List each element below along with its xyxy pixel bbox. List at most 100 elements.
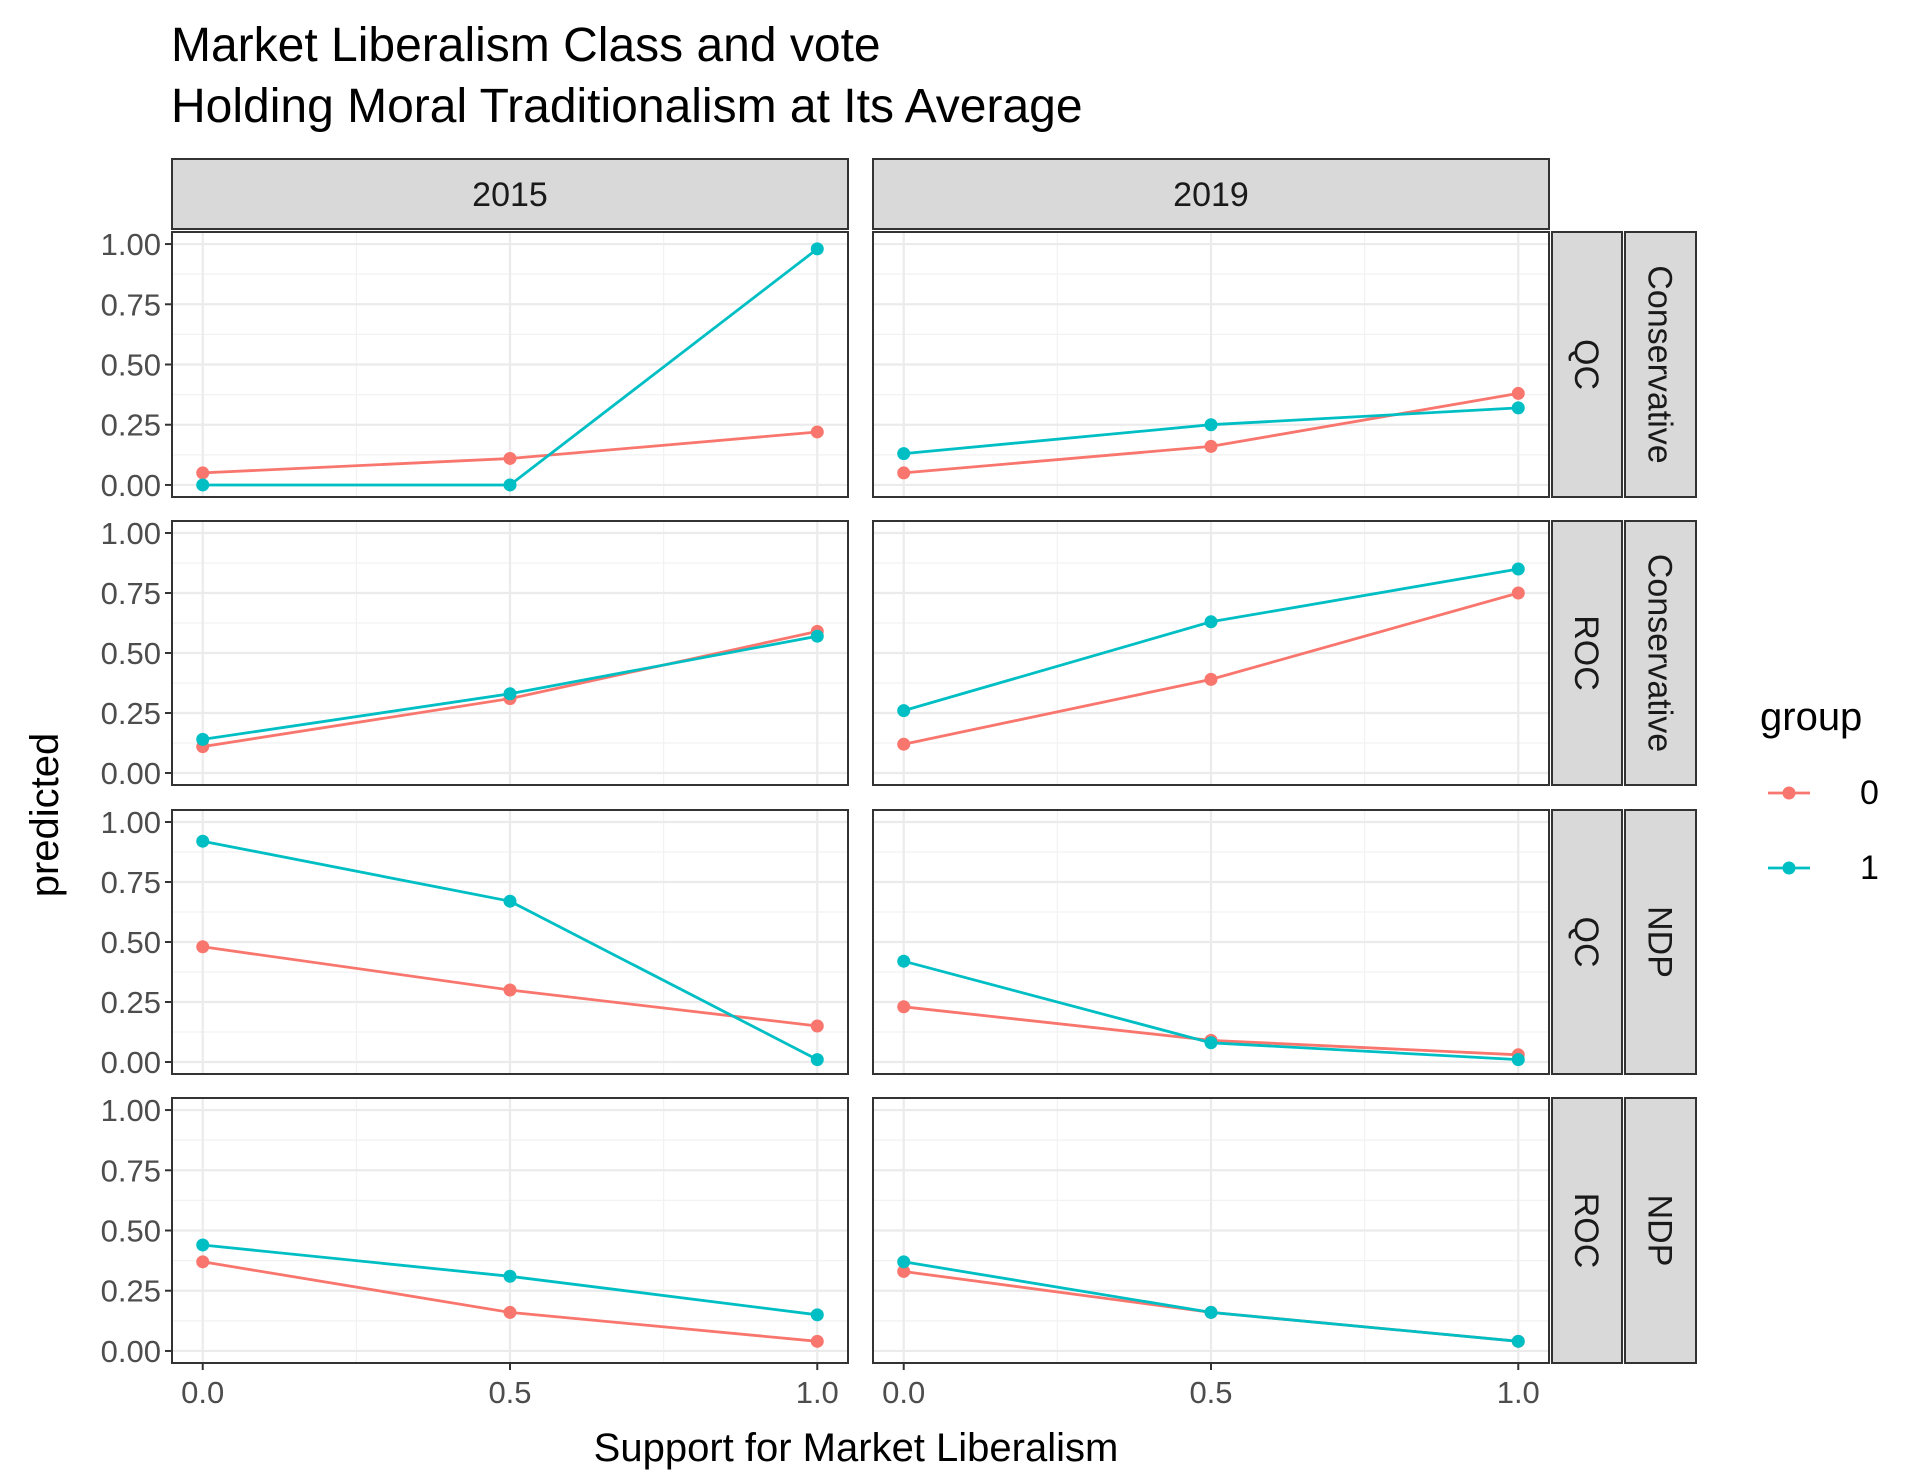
y-tick-label: 0.75 [101, 865, 161, 900]
y-tick-label: 0.00 [101, 1045, 161, 1080]
legend-key-point [1782, 861, 1796, 875]
y-tick-label: 0.75 [101, 287, 161, 322]
y-axis-label: predicted [23, 733, 67, 898]
chart-title: Market Liberalism Class and vote [171, 19, 881, 72]
row-strip-party-label: NDP [1641, 1195, 1679, 1267]
data-point-group-0 [1204, 439, 1218, 453]
data-point-group-0 [1204, 672, 1218, 686]
data-point-group-1 [1511, 1053, 1525, 1067]
legend-entry-label: 0 [1860, 774, 1879, 812]
panel-border [872, 520, 1550, 786]
data-point-group-1 [503, 478, 517, 492]
data-point-group-1 [196, 1238, 210, 1252]
data-point-group-0 [1511, 586, 1525, 600]
row-strip-region-label: QC [1567, 339, 1605, 390]
data-point-group-1 [1511, 1334, 1525, 1348]
data-point-group-0 [1511, 386, 1525, 400]
data-point-group-0 [897, 1264, 911, 1278]
y-tick-label: 0.75 [101, 1153, 161, 1188]
data-point-group-1 [196, 478, 210, 492]
panel-2015-ROC-Conservative [171, 520, 849, 786]
y-tick-label: 0.00 [101, 1334, 161, 1369]
row-strip-region [1551, 231, 1623, 498]
y-tick-label: 0.50 [101, 348, 161, 383]
x-tick-label: 0.0 [181, 1375, 224, 1410]
row-strip-party [1624, 231, 1697, 498]
data-point-group-1 [897, 704, 911, 718]
x-tick-label: 0.5 [488, 1375, 531, 1410]
data-point-group-1 [1204, 615, 1218, 629]
y-tick-label: 0.25 [101, 696, 161, 731]
chart-subtitle: Holding Moral Traditionalism at Its Aver… [171, 80, 1083, 133]
data-point-group-0 [503, 451, 517, 465]
panel-2019-QC-Conservative [872, 231, 1550, 498]
data-point-group-0 [503, 983, 517, 997]
data-point-group-1 [897, 447, 911, 461]
y-tick-label: 0.25 [101, 1274, 161, 1309]
data-point-group-1 [503, 1269, 517, 1283]
data-point-group-1 [1204, 1305, 1218, 1319]
row-strip-party [1624, 520, 1697, 786]
facet-panels: 2015 2019 QC Conservative ROC Conservative QC N… [101, 158, 1697, 1410]
data-point-group-0 [810, 425, 824, 439]
panel-2019-QC-NDP [872, 809, 1550, 1075]
data-point-group-1 [1511, 401, 1525, 415]
y-tick-label: 0.50 [101, 925, 161, 960]
data-point-group-1 [503, 687, 517, 701]
row-strip-region-label: ROC [1567, 615, 1605, 691]
row-strip-region [1551, 1097, 1623, 1364]
panel-2019-ROC-NDP [872, 1097, 1550, 1364]
data-point-group-1 [196, 834, 210, 848]
column-strip-2019 [872, 158, 1550, 230]
data-point-group-1 [810, 629, 824, 643]
y-tick-label: 0.00 [101, 756, 161, 791]
y-tick-label: 0.75 [101, 576, 161, 611]
data-point-group-1 [810, 1053, 824, 1067]
y-tick-label: 1.00 [101, 805, 161, 840]
panel-border [872, 231, 1550, 498]
data-point-group-1 [810, 1308, 824, 1322]
y-tick-label: 1.00 [101, 1093, 161, 1128]
data-point-group-1 [897, 954, 911, 968]
legend-entry-label: 1 [1860, 849, 1879, 887]
panel-2015-QC-NDP [171, 809, 849, 1075]
y-tick-label: 0.50 [101, 636, 161, 671]
panel-2015-ROC-NDP [171, 1097, 849, 1364]
x-axis-label: Support for Market Liberalism [594, 1426, 1119, 1470]
data-point-group-0 [897, 466, 911, 480]
data-point-group-0 [503, 1305, 517, 1319]
row-strip-party [1624, 809, 1697, 1075]
row-strip-region [1551, 809, 1623, 1075]
row-strip-region [1551, 520, 1623, 786]
y-tick-label: 1.00 [101, 227, 161, 262]
data-point-group-1 [1511, 562, 1525, 576]
y-tick-label: 0.25 [101, 408, 161, 443]
data-point-group-0 [810, 1019, 824, 1033]
panel-border [872, 809, 1550, 1075]
data-point-group-1 [503, 894, 517, 908]
x-tick-label: 1.0 [1497, 1375, 1540, 1410]
column-strip-label: 2015 [472, 176, 548, 214]
x-tick-label: 1.0 [796, 1375, 839, 1410]
y-tick-label: 0.00 [101, 468, 161, 503]
data-point-group-1 [196, 732, 210, 746]
y-tick-label: 0.50 [101, 1214, 161, 1249]
data-point-group-0 [196, 1255, 210, 1269]
row-strip-region-label: ROC [1567, 1193, 1605, 1269]
column-strip-label: 2019 [1173, 176, 1249, 214]
legend-title: group [1760, 695, 1862, 739]
data-point-group-0 [897, 737, 911, 751]
column-strip-2015 [171, 158, 849, 230]
row-strip-party-label: NDP [1641, 906, 1679, 978]
x-tick-label: 0.5 [1189, 1375, 1232, 1410]
legend: group 0 1 [1760, 695, 1879, 887]
x-tick-label: 0.0 [882, 1375, 925, 1410]
data-point-group-1 [1204, 1036, 1218, 1050]
panel-2019-ROC-Conservative [872, 520, 1550, 786]
y-tick-label: 0.25 [101, 985, 161, 1020]
legend-key-point [1782, 786, 1796, 800]
y-tick-label: 1.00 [101, 516, 161, 551]
row-strip-region-label: QC [1567, 917, 1605, 968]
row-strip-party-label: Conservative [1641, 265, 1679, 463]
